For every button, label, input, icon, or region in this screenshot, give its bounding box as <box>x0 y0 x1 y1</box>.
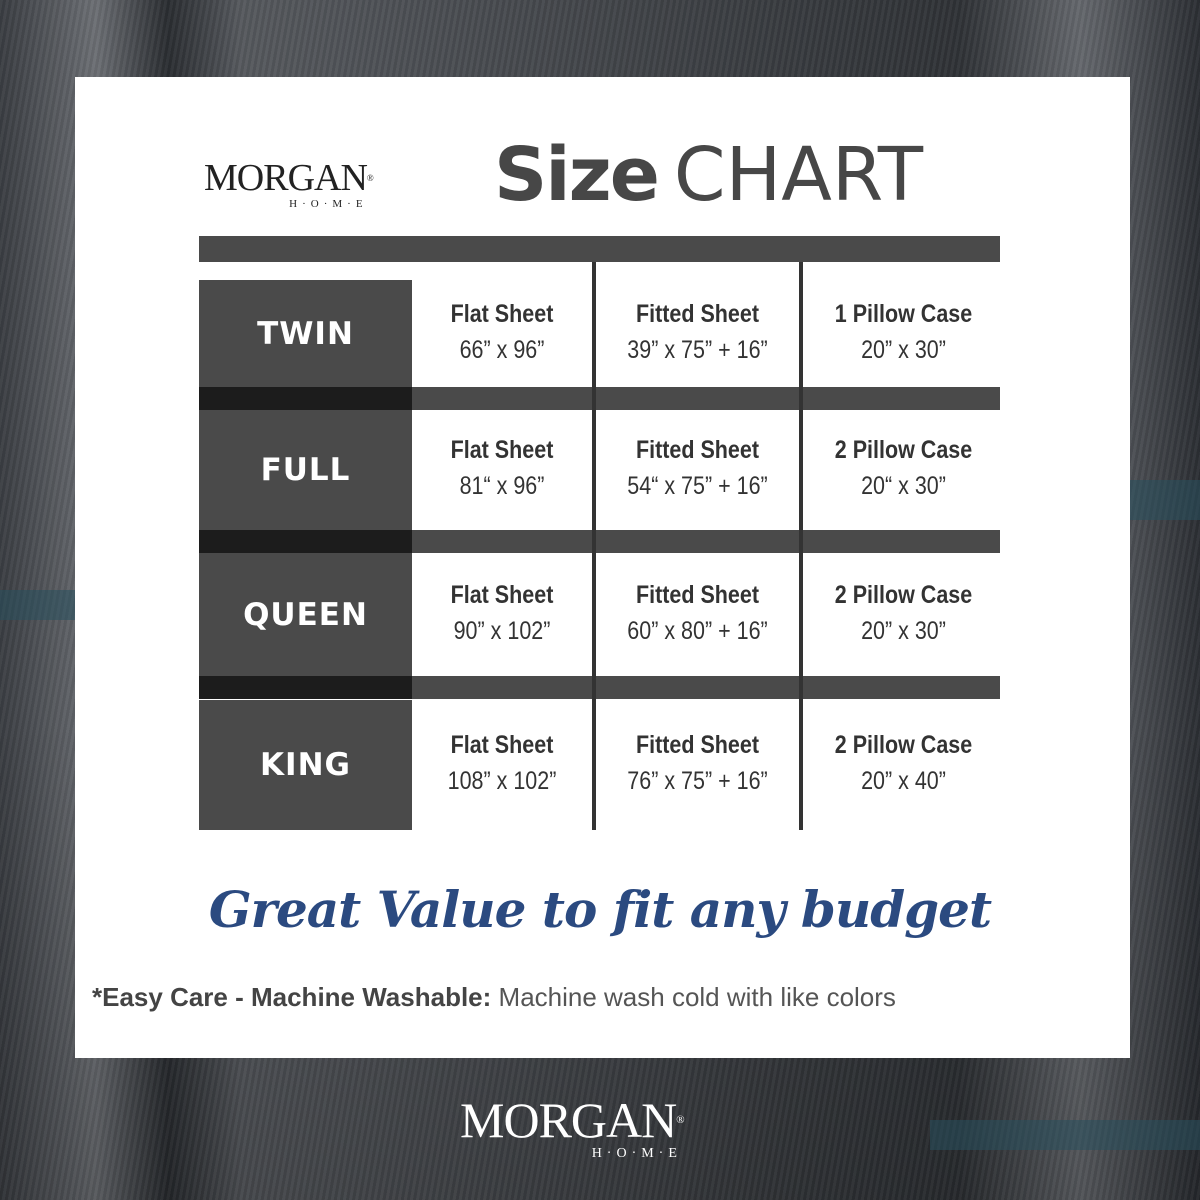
column-divider <box>799 262 803 830</box>
pillow-cell: 2 Pillow Case 20” x 40” <box>805 727 1002 799</box>
size-label-king: KING <box>199 700 412 830</box>
row-separator <box>199 676 1000 699</box>
header-bar <box>199 236 1000 262</box>
fitted-cell: Fitted Sheet 76” x 75” + 16” <box>598 727 797 799</box>
row-separator <box>199 387 1000 410</box>
item-name: 1 Pillow Case <box>834 299 973 328</box>
item-name: Flat Sheet <box>450 436 554 464</box>
item-dimensions: 20” x 30” <box>861 335 946 364</box>
item-dimensions: 81“ x 96” <box>459 472 545 500</box>
item-dimensions: 20“ x 30” <box>861 472 946 500</box>
item-name: Flat Sheet <box>450 731 554 759</box>
fitted-cell: Fitted Sheet 54“ x 75” + 16” <box>598 432 797 504</box>
fitted-cell: Fitted Sheet 60” x 80” + 16” <box>598 577 797 649</box>
care-instructions: *Easy Care - Machine Washable: Machine w… <box>92 982 896 1012</box>
item-name: Flat Sheet <box>450 299 554 328</box>
item-dimensions: 60” x 80” + 16” <box>627 616 768 645</box>
item-name: Fitted Sheet <box>635 580 760 609</box>
flat-cell: Flat Sheet 81“ x 96” <box>414 432 590 504</box>
item-name: 2 Pillow Case <box>834 580 973 609</box>
item-dimensions: 20” x 30” <box>861 616 946 645</box>
flat-cell: Flat Sheet 108” x 102” <box>414 727 590 799</box>
item-dimensions: 90” x 102” <box>453 616 551 645</box>
size-label-full: FULL <box>199 410 412 530</box>
size-label-queen: QUEEN <box>199 553 412 676</box>
pillow-cell: 2 Pillow Case 20” x 30” <box>805 577 1002 649</box>
tagline: Great Value to fit any budget <box>208 880 992 939</box>
pillow-cell: 1 Pillow Case 20” x 30” <box>805 296 1002 368</box>
item-dimensions: 39” x 75” + 16” <box>627 335 768 364</box>
fitted-cell: Fitted Sheet 39” x 75” + 16” <box>598 296 797 368</box>
column-divider <box>592 262 596 830</box>
pillow-cell: 2 Pillow Case 20“ x 30” <box>805 432 1002 504</box>
item-name: Fitted Sheet <box>635 299 760 328</box>
item-dimensions: 20” x 40” <box>861 767 946 795</box>
item-name: Fitted Sheet <box>635 436 760 464</box>
item-name: 2 Pillow Case <box>834 731 973 759</box>
flat-cell: Flat Sheet 66” x 96” <box>414 296 590 368</box>
item-dimensions: 76” x 75” + 16” <box>627 767 768 795</box>
plaid-stripe <box>1120 480 1200 520</box>
item-name: Flat Sheet <box>450 580 554 609</box>
item-dimensions: 54“ x 75” + 16” <box>627 472 768 500</box>
item-dimensions: 108” x 102” <box>447 767 557 795</box>
size-label-twin: TWIN <box>199 280 412 387</box>
plaid-stripe <box>0 590 75 620</box>
morgan-home-logo-bottom: MORGAN® H·O·M·E <box>460 1092 685 1161</box>
plaid-stripe <box>930 1120 1200 1150</box>
flat-cell: Flat Sheet 90” x 102” <box>414 577 590 649</box>
morgan-home-logo: MORGAN® H·O·M·E <box>204 157 374 210</box>
page-title: Size CHART <box>494 132 924 218</box>
item-name: Fitted Sheet <box>635 731 760 759</box>
item-dimensions: 66” x 96” <box>459 335 545 364</box>
row-separator <box>199 530 1000 553</box>
item-name: 2 Pillow Case <box>834 436 973 464</box>
